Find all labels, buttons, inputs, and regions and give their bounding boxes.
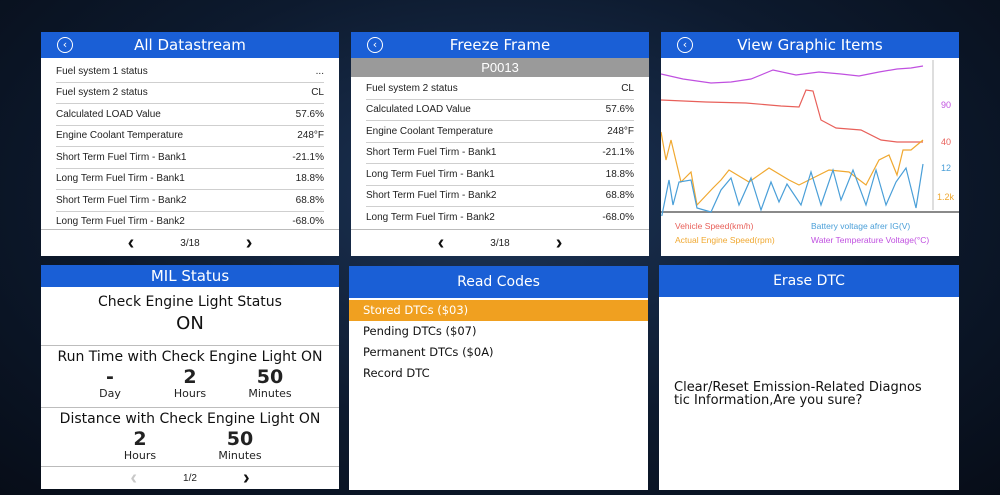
menu-item-stored-dtcs[interactable]: Stored DTCs ($03) bbox=[349, 300, 648, 321]
table-row[interactable]: Fuel system 2 status CL bbox=[56, 83, 324, 104]
datastream-header: ‹ All Datastream bbox=[41, 32, 339, 58]
distance-hours: 2 Hours bbox=[123, 428, 157, 462]
graphic-title: View Graphic Items bbox=[737, 36, 883, 54]
table-row[interactable]: Calculated LOAD Value 57.6% bbox=[366, 100, 634, 121]
table-row[interactable]: Fuel system 1 status... bbox=[56, 61, 324, 83]
page-indicator: 1/2 bbox=[183, 472, 197, 484]
series-water-temp bbox=[661, 65, 924, 84]
back-circle-icon[interactable]: ‹ bbox=[367, 37, 383, 53]
legend-battery: Battery voltage afrer IG(V) bbox=[811, 221, 911, 231]
freeze-title: Freeze Frame bbox=[449, 36, 551, 54]
table-row[interactable]: Fuel system 2 status CL bbox=[366, 78, 634, 100]
distance-minutes: 50 Minutes bbox=[218, 428, 262, 462]
page-indicator: 3/18 bbox=[490, 237, 510, 249]
read-codes-header: Read Codes bbox=[349, 266, 648, 298]
table-row[interactable]: Long Term Fuel Tirm - Bank1 18.8% bbox=[56, 169, 324, 190]
prev-page-icon[interactable]: ‹ bbox=[130, 467, 138, 489]
datastream-panel: ‹ All Datastream Fuel system 1 status...… bbox=[41, 32, 339, 256]
prev-page-icon[interactable]: ‹ bbox=[437, 232, 445, 254]
table-row[interactable]: Engine Coolant Temperature 248°F bbox=[56, 126, 324, 147]
dtc-code-bar: P0013 bbox=[351, 58, 649, 77]
freeze-header: ‹ Freeze Frame bbox=[351, 32, 649, 58]
table-row[interactable]: Short Term Fuel Tirm - Bank2 68.8% bbox=[56, 190, 324, 212]
series-engine-speed bbox=[661, 131, 924, 207]
menu-item-record-dtc[interactable]: Record DTC bbox=[363, 366, 430, 380]
distance-section: Distance with Check Engine Light ON 2 Hou… bbox=[41, 407, 339, 465]
menu-item-permanent-dtcs[interactable]: Permanent DTCs ($0A) bbox=[363, 345, 494, 359]
check-engine-title: Check Engine Light Status bbox=[98, 294, 282, 310]
erase-message-line1: Clear/Reset Emission-Related Diagnos bbox=[674, 380, 922, 395]
datastream-title: All Datastream bbox=[134, 36, 246, 54]
run-time-section: Run Time with Check Engine Light ON - Day… bbox=[41, 345, 339, 407]
freeze-pager: ‹ 3/18 › bbox=[351, 229, 649, 256]
erase-message: Clear/Reset Emission-Related Diagnos tic… bbox=[674, 381, 922, 407]
datastream-pager: ‹ 3/18 › bbox=[41, 229, 339, 256]
run-time-title: Run Time with Check Engine Light ON bbox=[57, 349, 323, 365]
run-time-values: - Day 2 Hours 50 Minutes bbox=[41, 367, 339, 400]
graphic-header: ‹ View Graphic Items bbox=[661, 32, 959, 58]
scale-label: 90 bbox=[941, 100, 951, 110]
scale-label: 1.2k bbox=[937, 192, 955, 202]
graphic-panel: ‹ View Graphic Items 90 40 12 1.2k Vehic… bbox=[661, 32, 959, 256]
back-circle-icon[interactable]: ‹ bbox=[57, 37, 73, 53]
table-row[interactable]: Short Term Fuel Tirm - Bank2 68.8% bbox=[366, 186, 634, 207]
next-page-icon[interactable]: › bbox=[555, 232, 563, 254]
table-row[interactable]: Short Term Fuel Tirm - Bank1 -21.1% bbox=[56, 147, 324, 169]
legend-engine-speed: Actual Engine Speed(rpm) bbox=[675, 235, 775, 245]
distance-values: 2 Hours 50 Minutes bbox=[41, 429, 339, 462]
mil-pager: ‹ 1/2 › bbox=[41, 466, 339, 489]
run-minutes: 50 Minutes bbox=[248, 366, 292, 400]
scale-label: 12 bbox=[941, 163, 951, 173]
menu-item-pending-dtcs[interactable]: Pending DTCs ($07) bbox=[363, 324, 477, 338]
scale-label: 40 bbox=[941, 137, 951, 147]
run-days: - Day bbox=[99, 366, 121, 400]
codes-menu: Stored DTCs ($03) Pending DTCs ($07) Per… bbox=[349, 298, 648, 384]
table-row[interactable]: Long Term Fuel Tirm - Bank1 18.8% bbox=[366, 164, 634, 186]
distance-title: Distance with Check Engine Light ON bbox=[59, 411, 321, 427]
table-row[interactable]: Long Term Fuel Tirm - Bank2 -68.0% bbox=[56, 216, 324, 228]
mil-status-panel: MIL Status Check Engine Light Status ON … bbox=[41, 265, 339, 489]
freeze-list: Fuel system 2 status CL Calculated LOAD V… bbox=[351, 77, 649, 228]
check-engine-value: ON bbox=[176, 313, 204, 334]
graph-area: 90 40 12 1.2k bbox=[661, 60, 959, 216]
table-row[interactable]: Short Term Fuel Tirm - Bank1 -21.1% bbox=[366, 143, 634, 164]
series-vehicle-speed bbox=[661, 89, 923, 143]
legend-vehicle-speed: Vehicle Speed(km/h) bbox=[675, 221, 754, 231]
back-circle-icon[interactable]: ‹ bbox=[677, 37, 693, 53]
freeze-frame-panel: ‹ Freeze Frame P0013 Fuel system 2 statu… bbox=[351, 32, 649, 256]
table-row[interactable]: Calculated LOAD Value 57.6% bbox=[56, 104, 324, 126]
table-row[interactable]: Long Term Fuel Tirm - Bank2 -68.0% bbox=[366, 211, 634, 223]
legend-water-temp: Water Temperature Voltage(°C) bbox=[811, 235, 930, 245]
run-hours: 2 Hours bbox=[173, 366, 207, 400]
next-page-icon[interactable]: › bbox=[242, 467, 250, 489]
read-codes-panel: Read Codes Stored DTCs ($03) Pending DTC… bbox=[349, 266, 648, 490]
datastream-list: Fuel system 1 status... Fuel system 2 st… bbox=[41, 58, 339, 232]
erase-message-line2: tic Information,Are you sure? bbox=[674, 393, 863, 408]
erase-dtc-panel: Erase DTC Clear/Reset Emission-Related D… bbox=[659, 265, 959, 490]
series-battery bbox=[661, 163, 924, 216]
prev-page-icon[interactable]: ‹ bbox=[127, 232, 135, 254]
table-row[interactable]: Engine Coolant Temperature 248°F bbox=[366, 121, 634, 143]
mil-header: MIL Status bbox=[41, 265, 339, 287]
next-page-icon[interactable]: › bbox=[245, 232, 253, 254]
erase-header: Erase DTC bbox=[659, 265, 959, 297]
page-indicator: 3/18 bbox=[180, 237, 200, 249]
check-engine-section: Check Engine Light Status ON bbox=[41, 287, 339, 345]
